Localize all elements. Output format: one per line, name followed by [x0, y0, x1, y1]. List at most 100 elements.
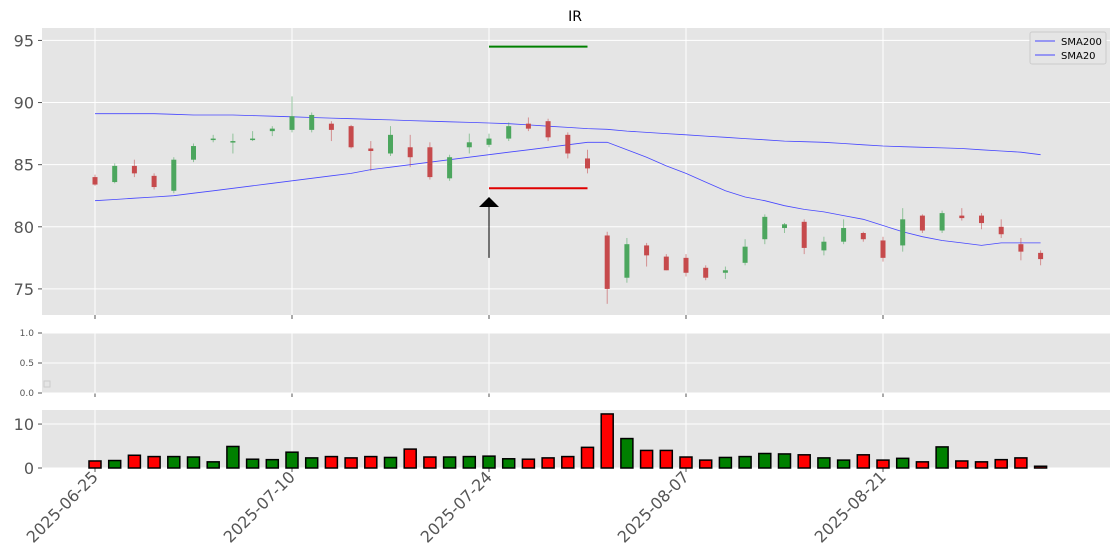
candle [191, 143, 196, 163]
volume-bar [107, 459, 122, 469]
candle-body [250, 138, 256, 141]
candle-body [171, 159, 177, 191]
x-tick-label: 2025-08-21 [811, 467, 890, 546]
candle-body [703, 267, 709, 278]
volume-bar [304, 457, 319, 469]
y-tick-label: 95 [14, 31, 34, 50]
price-panel: 75 80 85 90 95 [14, 28, 1110, 319]
candle-body [388, 134, 393, 154]
indicator-tick-label: 1.0 [20, 329, 35, 339]
candle [644, 242, 650, 267]
volume-bar [482, 455, 496, 469]
volume-bar [777, 453, 792, 469]
volume-bar [383, 456, 398, 469]
candle [900, 208, 906, 252]
candle-body [486, 138, 492, 145]
volume-bar [521, 458, 536, 469]
x-tick-label: 2025-06-25 [23, 467, 102, 546]
sma200-line [95, 113, 1041, 156]
candle [959, 208, 965, 221]
volume-bar [541, 457, 555, 469]
volume-bar [600, 413, 614, 469]
candle-body [328, 123, 334, 130]
candle [506, 122, 512, 142]
volume-bar [561, 455, 575, 469]
candle [269, 126, 275, 137]
candle-body [309, 114, 315, 130]
candle-body [979, 215, 984, 224]
candle-body [900, 219, 906, 246]
volume-bar [344, 457, 358, 469]
candle-body [112, 165, 118, 183]
candle-body [801, 221, 807, 248]
candle [998, 219, 1004, 238]
x-axis: 2025-06-25 2025-07-10 2025-07-24 2025-08-07… [23, 467, 890, 546]
candle-body [919, 215, 925, 231]
candle [841, 219, 847, 245]
candle [368, 141, 374, 171]
candle-body [506, 126, 512, 139]
candle-body [545, 121, 551, 138]
candle [979, 213, 984, 230]
candle [328, 121, 334, 142]
indicator-panel: 0.0 0.5 1.0 [20, 329, 1110, 399]
candle [230, 133, 236, 154]
candle-body [1018, 244, 1024, 252]
candle-body [959, 215, 965, 219]
volume-bar [679, 456, 693, 469]
volume-bar [1014, 457, 1028, 469]
volume-bar [206, 461, 220, 469]
candle [821, 236, 827, 256]
candle [604, 231, 610, 304]
candle [545, 118, 551, 142]
candle [860, 231, 866, 242]
candle-body [525, 123, 531, 129]
volume-bar [659, 449, 674, 469]
candle [624, 237, 630, 283]
volume-bar [1033, 465, 1048, 469]
empty-legend-box [43, 380, 51, 388]
volume-bar [639, 449, 654, 469]
indicator-tick-label: 0.5 [20, 359, 34, 369]
volume-tick-label: 10 [14, 415, 34, 434]
candle [407, 134, 413, 168]
candle-body [427, 147, 433, 178]
candle [683, 254, 689, 277]
y-tick-label: 80 [14, 218, 34, 237]
candle [309, 112, 315, 133]
legend[interactable]: SMA200 SMA20 [1029, 31, 1107, 65]
candle [762, 214, 768, 245]
legend-label: SMA20 [1061, 51, 1096, 62]
volume-bar [127, 454, 142, 469]
candle-body [151, 175, 157, 188]
y-tick-label: 85 [14, 156, 34, 175]
candle [565, 132, 571, 159]
candle-body [92, 177, 98, 185]
candle [250, 131, 256, 142]
candle-body [289, 116, 295, 130]
candle [289, 96, 295, 133]
candle-body [880, 240, 886, 258]
volume-bar [462, 455, 477, 469]
candle [388, 126, 393, 156]
candle [585, 149, 590, 174]
volume-bar [974, 461, 989, 469]
volume-bar [265, 458, 280, 469]
candle-body [407, 147, 413, 158]
candle-body [131, 165, 137, 174]
candle [486, 133, 492, 148]
volume-bar [285, 451, 299, 469]
volume-bar [718, 456, 733, 469]
candle-body [604, 235, 610, 289]
candle-body [368, 148, 374, 151]
volume-bar [955, 460, 969, 469]
volume-bar [797, 454, 811, 469]
candle-body [683, 257, 689, 273]
candle-body [624, 244, 630, 278]
volume-bar [856, 454, 871, 469]
volume-bar [758, 452, 772, 469]
candle [348, 124, 354, 149]
candle [939, 210, 945, 233]
volume-bar [147, 455, 161, 469]
